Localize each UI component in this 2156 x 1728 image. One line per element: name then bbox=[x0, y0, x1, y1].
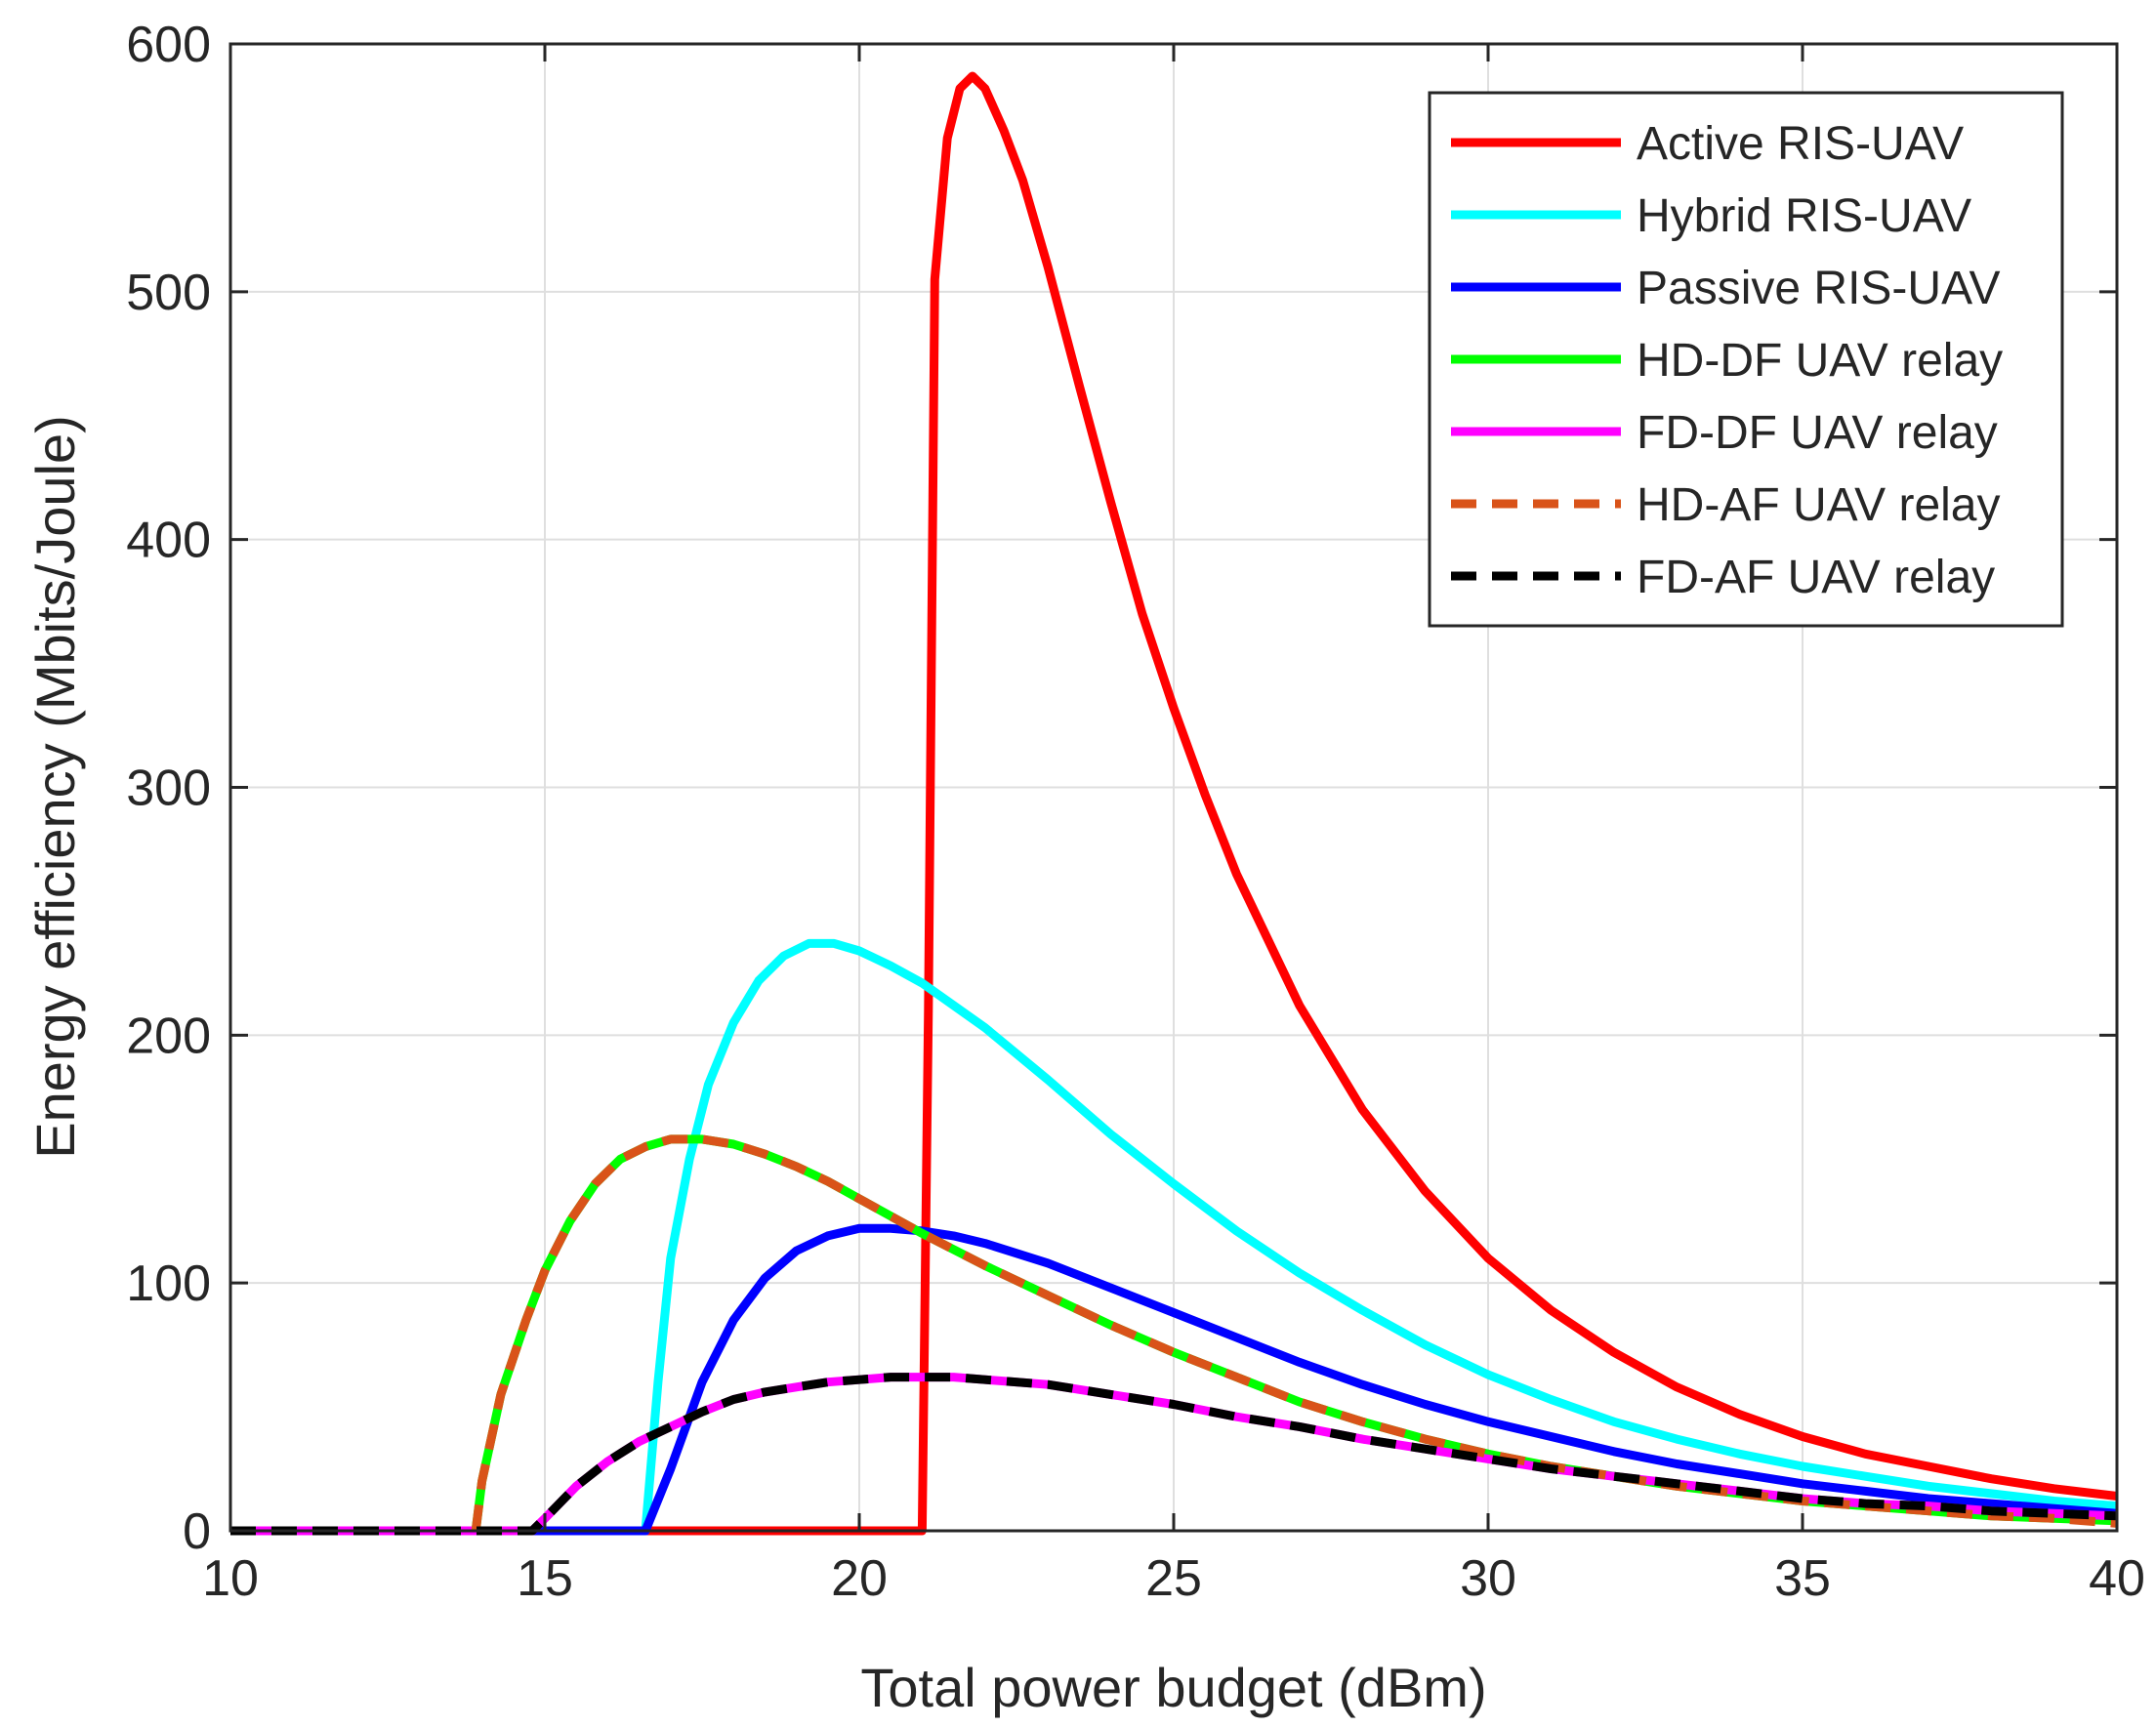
x-tick-label: 15 bbox=[517, 1550, 573, 1607]
y-tick-label: 600 bbox=[126, 17, 211, 73]
series-line-active-ris-uav bbox=[230, 71, 2118, 1536]
legend-label: FD-AF UAV relay bbox=[1637, 552, 1995, 603]
x-tick-label: 20 bbox=[831, 1550, 888, 1607]
y-tick-label: 300 bbox=[126, 761, 211, 817]
x-tick-label: 10 bbox=[202, 1550, 259, 1607]
legend-label: HD-AF UAV relay bbox=[1637, 479, 2001, 531]
series-line-passive-ris-uav bbox=[230, 1223, 2118, 1536]
y-tick-label: 100 bbox=[126, 1255, 211, 1312]
x-tick-label: 30 bbox=[1460, 1550, 1516, 1607]
legend-label: Passive RIS-UAV bbox=[1637, 263, 2001, 314]
x-axis-label: Total power budget (dBm) bbox=[860, 1657, 1486, 1718]
legend-label: Hybrid RIS-UAV bbox=[1637, 190, 1971, 242]
x-tick-label: 35 bbox=[1774, 1550, 1831, 1607]
x-tick-label: 40 bbox=[2089, 1550, 2145, 1607]
series-lines bbox=[230, 71, 2118, 1536]
legend: Active RIS-UAV Hybrid RIS-UAV Passive RIS-… bbox=[1428, 91, 2064, 628]
y-tick-label: 500 bbox=[126, 265, 211, 321]
series-line-hd-af-uav-relay bbox=[230, 1134, 2118, 1536]
legend-label: HD-DF UAV relay bbox=[1637, 335, 2003, 387]
y-tick-label: 0 bbox=[183, 1503, 211, 1560]
y-tick-label: 200 bbox=[126, 1008, 211, 1064]
y-tick-label: 400 bbox=[126, 513, 211, 569]
x-tick-label: 25 bbox=[1145, 1550, 1202, 1607]
legend-label: FD-DF UAV relay bbox=[1637, 407, 1998, 459]
series-line-hybrid-ris-uav bbox=[230, 938, 2118, 1536]
series-line-fd-af-uav-relay bbox=[230, 1373, 2118, 1536]
legend-label: Active RIS-UAV bbox=[1637, 118, 1964, 170]
y-axis-label: Energy efficiency (Mbits/Joule) bbox=[24, 415, 86, 1159]
